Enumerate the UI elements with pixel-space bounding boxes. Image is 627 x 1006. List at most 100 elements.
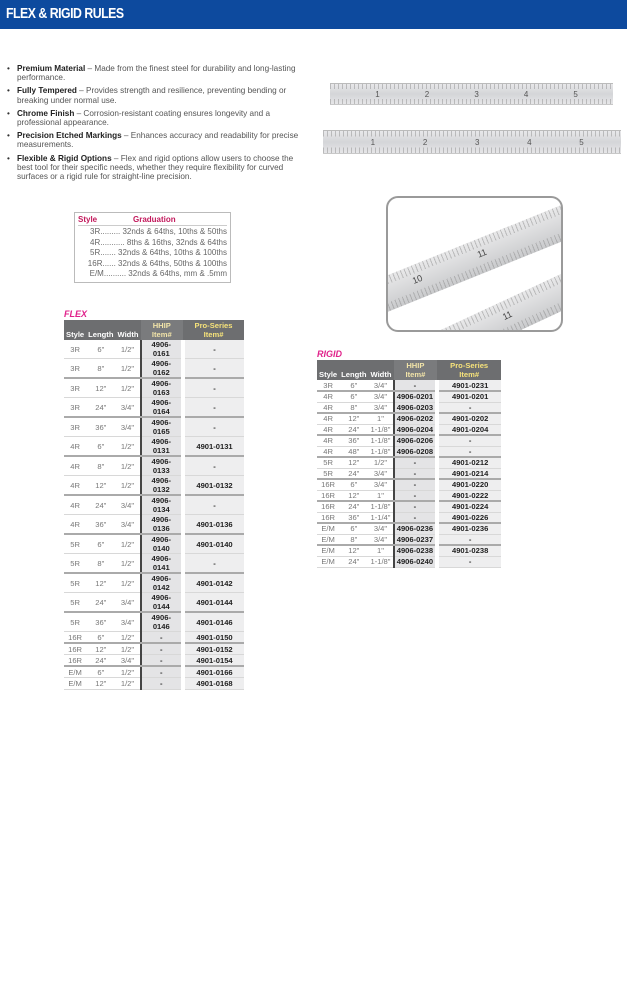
style-cell: 16R <box>64 631 87 645</box>
width-cell: 1-1/8" <box>368 435 394 447</box>
pro-series-item-cell: 4901-0168 <box>181 677 244 690</box>
pro-series-item-cell: 4901-0201 <box>435 391 501 403</box>
table-row: 5R 24" 3/4" 4906-0144 4901-0144 <box>64 592 244 613</box>
pro-series-item-cell: 4901-0150 <box>181 631 244 645</box>
style-cell: 3R <box>64 417 87 437</box>
table-row: 5R 12" 1/2" -4901-0212 <box>317 457 501 469</box>
width-cell: 1" <box>368 545 394 557</box>
table-row: 4R 36" 1-1/8" 4906-0206- <box>317 435 501 447</box>
style-cell: 4R <box>317 446 340 458</box>
feature-text: – Made from the finest steel for durabil… <box>17 64 296 83</box>
pro-series-item-cell: 4901-0152 <box>181 643 244 656</box>
style-cell: 5R <box>64 612 87 632</box>
flex-rule-image: 1 2 3 4 5 <box>330 83 613 105</box>
table-row: 16R 24" 1-1/8" -4901-0224 <box>317 501 501 513</box>
graduation-row: E/M.......... 32nds & 64ths, mm & .5mm <box>89 269 227 278</box>
width-cell: 1/2" <box>115 553 141 574</box>
length-cell: 6" <box>86 631 116 645</box>
feature-item: Fully Tempered – Provides strength and r… <box>7 86 302 104</box>
length-cell: 6" <box>86 436 116 457</box>
width-cell: 3/4" <box>115 592 141 613</box>
column-header: Length <box>86 320 116 340</box>
style-cell: 4R <box>317 402 340 414</box>
width-cell: 3/4" <box>368 523 394 535</box>
style-cell: 4R <box>317 424 340 436</box>
pro-series-item-cell: - <box>435 556 501 568</box>
feature-title: Fully Tempered <box>17 86 77 96</box>
pro-series-item-cell: 4901-0142 <box>181 573 244 593</box>
hhip-item-cell: - <box>392 479 438 491</box>
hhip-item-cell: - <box>139 654 184 668</box>
pro-series-item-cell: 4901-0222 <box>435 490 501 502</box>
style-cell: 5R <box>317 468 340 480</box>
table-row: 4R 24" 3/4" 4906-0134- <box>64 495 244 515</box>
table-row: 16R 24" 3/4" -4901-0154 <box>64 654 244 668</box>
graduation-row: 3R......... 32nds & 64ths, 10ths & 50ths <box>90 227 227 236</box>
feature-text: – Enhances accuracy and readability for … <box>17 131 299 150</box>
width-cell: 1/2" <box>115 378 141 398</box>
width-cell: 1" <box>368 413 394 425</box>
length-cell: 6" <box>339 523 369 535</box>
table-row: 3R 6" 3/4" -4901-0231 <box>317 380 501 392</box>
pro-series-item-cell: - <box>181 397 244 418</box>
pro-series-item-cell: - <box>181 340 244 359</box>
width-cell: 1/2" <box>115 573 141 593</box>
table-row: 4R 12" 1/2" 4906-0132 4901-0132 <box>64 475 244 496</box>
table-row: 4R 8" 3/4" 4906-0203- <box>317 402 501 414</box>
pro-series-item-cell: 4901-0236 <box>435 523 501 535</box>
feature-item: Flexible & Rigid Options – Flex and rigi… <box>7 154 302 182</box>
hhip-item-cell: - <box>392 468 438 480</box>
table-row: E/M 24" 1-1/8" 4906-0240- <box>317 556 501 568</box>
flex-table: Style Length Width HHIP Item# Pro-Series Ite… <box>64 320 244 690</box>
length-cell: 6" <box>339 380 369 392</box>
table-row: 16R 6" 3/4" -4901-0220 <box>317 479 501 491</box>
header-banner: FLEX & RIGID RULES <box>0 0 627 29</box>
style-cell: 3R <box>64 378 87 398</box>
feature-title: Precision Etched Markings <box>17 131 122 141</box>
length-cell: 6" <box>86 666 116 679</box>
width-cell: 1/2" <box>115 534 141 554</box>
length-cell: 12" <box>339 490 369 502</box>
pro-series-item-cell: 4901-0132 <box>181 475 244 496</box>
table-row: E/M 12" 1" 4906-0238 4901-0238 <box>317 545 501 557</box>
rigid-table: Style Length Width HHIP Item# Pro-Series Ite… <box>317 360 501 568</box>
length-cell: 12" <box>86 378 116 398</box>
table-row: 5R 8" 1/2" 4906-0141- <box>64 553 244 574</box>
width-cell: 1/2" <box>115 436 141 457</box>
width-cell: 3/4" <box>115 417 141 437</box>
width-cell: 3/4" <box>368 479 394 491</box>
style-cell: 3R <box>64 340 87 359</box>
length-cell: 12" <box>86 677 116 690</box>
length-cell: 36" <box>339 435 369 447</box>
length-cell: 24" <box>339 424 369 436</box>
pro-series-item-cell: 4901-0202 <box>435 413 501 425</box>
feature-text: – Corrosion-resistant coating ensures lo… <box>17 108 271 128</box>
length-cell: 24" <box>339 501 369 513</box>
hhip-item-cell: 4906-0237 <box>392 534 438 546</box>
rigid-rule-image: 1 2 3 4 5 <box>323 130 621 154</box>
feature-title: Chrome Finish <box>17 108 75 118</box>
style-cell: 16R <box>317 501 340 513</box>
pro-series-item-cell: 4901-0238 <box>435 545 501 557</box>
pro-series-item-cell: - <box>181 553 244 574</box>
hhip-item-cell: 4906-0165 <box>139 417 184 437</box>
table-row: 16R 36" 1-1/4" -4901-0226 <box>317 512 501 524</box>
style-cell: 3R <box>317 380 340 392</box>
table-row: 5R 12" 1/2" 4906-0142 4901-0142 <box>64 573 244 593</box>
width-cell: 1-1/8" <box>368 446 394 458</box>
width-cell: 1-1/8" <box>368 556 394 568</box>
length-cell: 24" <box>339 468 369 480</box>
graduation-header-style: Style <box>78 215 98 224</box>
hhip-item-cell: - <box>392 490 438 502</box>
feature-list: Premium Material – Made from the finest … <box>7 64 302 185</box>
hhip-item-cell: - <box>392 457 438 469</box>
pro-series-item-cell: 4901-0131 <box>181 436 244 457</box>
length-cell: 8" <box>86 553 116 574</box>
hhip-item-cell: - <box>139 677 184 690</box>
width-cell: 3/4" <box>368 402 394 414</box>
width-cell: 3/4" <box>115 495 141 515</box>
table-row: 3R 12" 1/2" 4906-0163- <box>64 378 244 398</box>
flex-label: FLEX <box>64 309 88 319</box>
style-cell: 4R <box>317 413 340 425</box>
feature-item: Precision Etched Markings – Enhances acc… <box>7 131 302 149</box>
